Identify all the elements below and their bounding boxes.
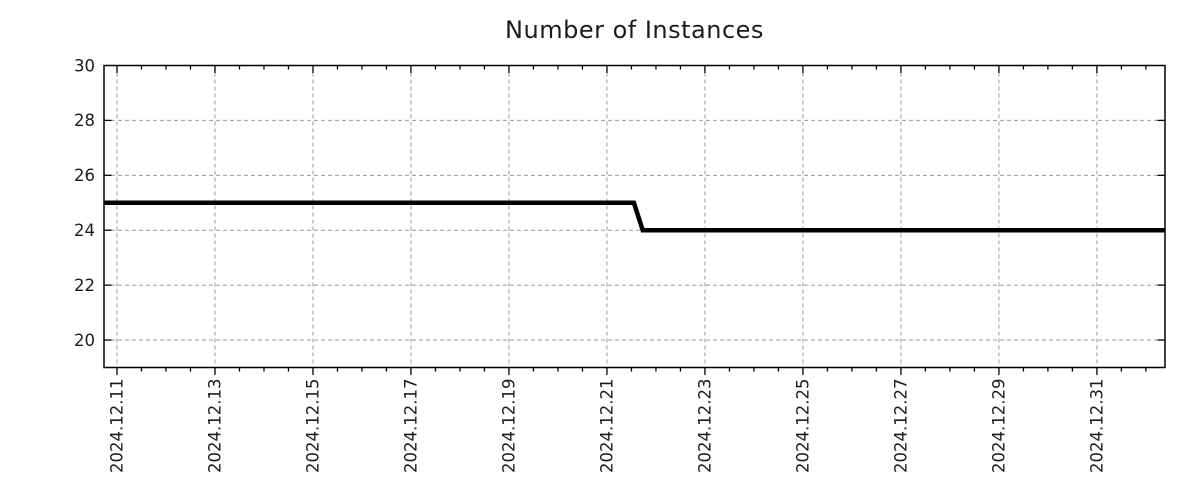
x-tick-label: 2024.12.21 — [597, 379, 616, 473]
chart-title: Number of Instances — [505, 16, 764, 44]
y-tick-label: 20 — [74, 331, 95, 350]
x-tick-label: 2024.12.27 — [891, 379, 910, 473]
y-tick-label: 28 — [74, 111, 95, 130]
x-tick-label: 2024.12.19 — [499, 379, 518, 473]
y-tick-label: 30 — [74, 56, 95, 75]
x-tick-label: 2024.12.31 — [1087, 379, 1106, 473]
y-tick-label: 24 — [74, 221, 95, 240]
series-line-instances — [104, 200, 1165, 233]
y-tick-label: 26 — [74, 166, 95, 185]
x-tick-label: 2024.12.23 — [695, 379, 714, 473]
x-tick-label: 2024.12.25 — [793, 379, 812, 473]
y-tick-label: 22 — [74, 276, 95, 295]
x-tick-label: 2024.12.13 — [205, 379, 224, 473]
x-tick-label: 2024.12.15 — [303, 379, 322, 473]
x-tick-label: 2024.12.11 — [107, 379, 126, 473]
x-tick-label: 2024.12.29 — [989, 379, 1008, 473]
plot-frame — [103, 64, 1166, 369]
x-tick-label: 2024.12.17 — [401, 379, 420, 473]
